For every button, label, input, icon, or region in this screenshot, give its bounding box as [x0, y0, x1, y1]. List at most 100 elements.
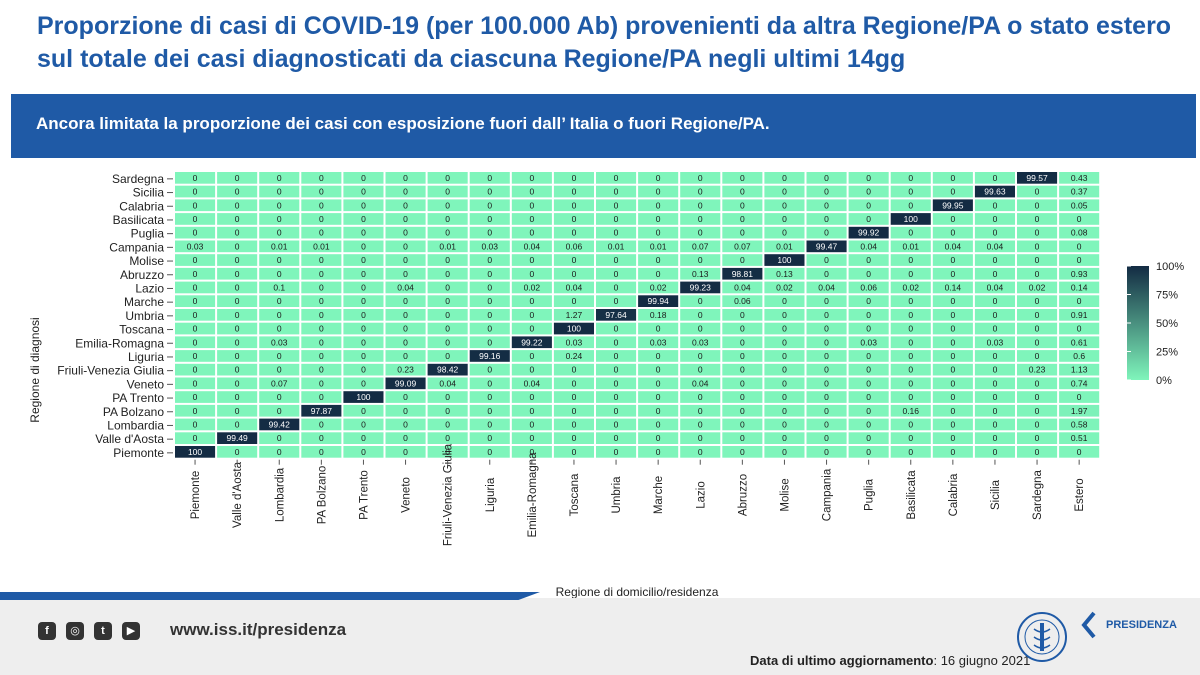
heatmap-cell — [1017, 377, 1058, 390]
cell-value: 0 — [866, 419, 871, 429]
website-link[interactable]: www.iss.it/presidenza — [170, 620, 347, 639]
heatmap-cell — [890, 226, 931, 239]
cell-value: 0 — [740, 187, 745, 197]
cell-value: 0 — [1077, 241, 1082, 251]
heatmap-cell — [974, 350, 1015, 362]
cell-value: 0 — [361, 282, 366, 292]
cell-value: 0 — [782, 419, 787, 429]
heatmap-cell — [1017, 267, 1058, 280]
heatmap-cell — [343, 363, 384, 376]
heatmap-cell — [1017, 199, 1058, 212]
cell-value: 0 — [614, 282, 619, 292]
cell-value: 0.16 — [902, 406, 919, 416]
heatmap-cell — [764, 309, 805, 321]
heatmap-cell — [722, 309, 763, 321]
cell-value: 0 — [361, 351, 366, 361]
cell-value: 0.03 — [692, 337, 709, 347]
cell-value: 0 — [824, 269, 829, 279]
cell-value: 0 — [235, 241, 240, 251]
heatmap-cell — [932, 446, 973, 458]
cell-value: 99.92 — [858, 228, 880, 238]
cell-value: 0 — [193, 214, 198, 224]
heatmap-cell — [596, 391, 637, 403]
heatmap-cell — [638, 309, 679, 321]
instagram-icon[interactable]: ◎ — [66, 622, 84, 640]
cell-value: 0 — [698, 324, 703, 334]
heatmap-cell — [680, 350, 721, 362]
heatmap-cell — [385, 199, 426, 212]
heatmap-cell — [553, 446, 594, 458]
cell-value: 99.94 — [648, 296, 670, 306]
cell-value: 0 — [1035, 296, 1040, 306]
social-links: f ◎ t ▶ — [38, 622, 140, 640]
heatmap-cell — [1059, 281, 1100, 294]
heatmap-cell — [680, 172, 721, 184]
cell-value: 0 — [1035, 241, 1040, 251]
cell-value: 0 — [866, 406, 871, 416]
youtube-icon[interactable]: ▶ — [122, 622, 140, 640]
heatmap-cell — [806, 432, 847, 444]
cell-value: 0 — [1035, 337, 1040, 347]
heatmap-cell — [722, 432, 763, 444]
heatmap-cell — [890, 267, 931, 280]
cell-value: 0 — [950, 337, 955, 347]
heatmap-cell — [680, 240, 721, 253]
heatmap-cell — [511, 240, 552, 253]
heatmap-cell — [1017, 446, 1058, 458]
heatmap-cell — [806, 322, 847, 335]
heatmap-cell — [1059, 267, 1100, 280]
heatmap-cell — [1059, 350, 1100, 362]
heatmap-cell — [1017, 350, 1058, 362]
cell-value: 0 — [403, 241, 408, 251]
cell-value: 0 — [908, 310, 913, 320]
cell-value: 0 — [866, 200, 871, 210]
cell-value: 0 — [1077, 255, 1082, 265]
cell-value: 0 — [740, 310, 745, 320]
cell-value: 1.13 — [1071, 365, 1088, 375]
heatmap-cell — [553, 418, 594, 431]
twitter-icon[interactable]: t — [94, 622, 112, 640]
cell-value: 0 — [235, 337, 240, 347]
heatmap-cell — [343, 267, 384, 280]
cell-value: 0 — [403, 447, 408, 457]
heatmap-cell — [469, 418, 510, 431]
cell-value: 0 — [572, 228, 577, 238]
heatmap-cell — [974, 226, 1015, 239]
cell-value: 0.01 — [902, 241, 919, 251]
heatmap-cell — [974, 446, 1015, 458]
cell-value: 0 — [361, 241, 366, 251]
heatmap-cell — [1059, 404, 1100, 417]
cell-value: 0 — [487, 282, 492, 292]
heatmap-cell — [638, 377, 679, 390]
heatmap-cell — [764, 254, 805, 266]
cell-value: 0 — [993, 214, 998, 224]
heatmap-cell — [848, 446, 889, 458]
heatmap-cell — [301, 446, 342, 458]
heatmap-cell — [553, 309, 594, 321]
heatmap-cell — [596, 322, 637, 335]
heatmap-cell — [469, 199, 510, 212]
heatmap-cell — [427, 295, 468, 307]
cell-value: 0.01 — [313, 241, 330, 251]
cell-value: 0 — [993, 351, 998, 361]
cell-value: 0 — [993, 433, 998, 443]
heatmap-cell — [301, 185, 342, 198]
heatmap-cell — [638, 172, 679, 184]
cell-value: 0 — [1077, 324, 1082, 334]
heatmap-cell — [343, 309, 384, 321]
heatmap-cell — [427, 446, 468, 458]
heatmap-cell — [680, 432, 721, 444]
heatmap-cell — [848, 240, 889, 253]
heatmap-cell — [1017, 363, 1058, 376]
column-label: Valle d'Aosta — [232, 461, 244, 528]
cell-value: 0 — [782, 392, 787, 402]
cell-value: 0 — [1035, 419, 1040, 429]
heatmap-cell — [596, 404, 637, 417]
heatmap-cell — [469, 213, 510, 225]
cell-value: 0 — [824, 433, 829, 443]
heatmap-cell — [175, 199, 216, 212]
cell-value: 0 — [782, 447, 787, 457]
facebook-icon[interactable]: f — [38, 622, 56, 640]
cell-value: 0 — [277, 187, 282, 197]
cell-value: 99.42 — [269, 419, 291, 429]
